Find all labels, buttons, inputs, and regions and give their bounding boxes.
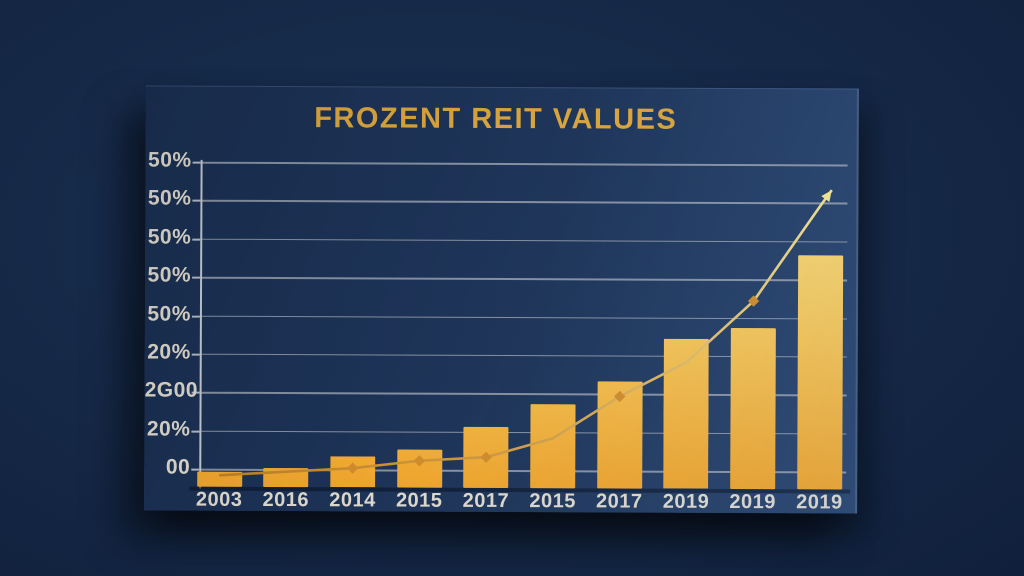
y-axis-label: 50% bbox=[147, 186, 192, 211]
bar bbox=[530, 403, 576, 489]
y-axis-label: 20% bbox=[146, 417, 191, 441]
y-axis-line bbox=[199, 159, 203, 489]
axis-tick bbox=[192, 161, 201, 164]
gridline bbox=[201, 276, 848, 282]
bar bbox=[196, 471, 242, 487]
x-axis-label: 2014 bbox=[329, 489, 376, 512]
y-axis-label: 00 bbox=[165, 455, 191, 479]
bar bbox=[263, 467, 309, 488]
y-axis-label: 20% bbox=[147, 340, 191, 364]
bar bbox=[730, 327, 776, 490]
x-axis-label: 2019 bbox=[729, 490, 777, 514]
y-axis-label: 2G00 bbox=[144, 378, 199, 402]
x-axis-label: 2017 bbox=[596, 490, 643, 513]
line-arrowhead-icon bbox=[821, 190, 832, 202]
bar bbox=[463, 426, 509, 489]
x-axis-label: 2015 bbox=[395, 489, 443, 512]
y-axis-label: 50% bbox=[148, 148, 192, 172]
x-axis-label: 2019 bbox=[796, 491, 843, 514]
gridline bbox=[200, 315, 847, 320]
bar bbox=[596, 380, 643, 489]
bar bbox=[663, 339, 710, 489]
bar bbox=[330, 456, 376, 488]
gridline bbox=[201, 238, 848, 243]
axis-tick bbox=[191, 468, 200, 471]
gridline bbox=[201, 200, 848, 205]
x-axis-label: 2017 bbox=[462, 489, 510, 513]
axis-tick bbox=[192, 200, 201, 203]
axis-tick bbox=[191, 353, 200, 356]
x-axis-label: 2015 bbox=[529, 490, 576, 513]
bar bbox=[796, 255, 843, 490]
x-axis-label: 2019 bbox=[662, 490, 710, 513]
x-axis-label: 2016 bbox=[262, 488, 310, 512]
line-marker bbox=[747, 295, 760, 307]
axis-tick bbox=[192, 238, 201, 241]
y-axis-label: 50% bbox=[147, 301, 191, 326]
y-axis-label: 50% bbox=[147, 225, 192, 249]
chart-card: FROZENT REIT VALUES 50% 50% 50% 50% 50% 20% 2G… bbox=[144, 85, 859, 514]
axis-tick bbox=[191, 430, 200, 433]
axis-tick bbox=[192, 276, 201, 279]
axis-tick bbox=[191, 315, 200, 318]
gridline bbox=[201, 161, 848, 167]
plot-area: 50% 50% 50% 50% 50% 20% 2G00 20% 00 2003 2016 2014 2… bbox=[144, 85, 859, 513]
y-axis-label: 50% bbox=[147, 263, 192, 287]
bar bbox=[396, 449, 442, 488]
x-axis-label: 2003 bbox=[195, 488, 243, 511]
